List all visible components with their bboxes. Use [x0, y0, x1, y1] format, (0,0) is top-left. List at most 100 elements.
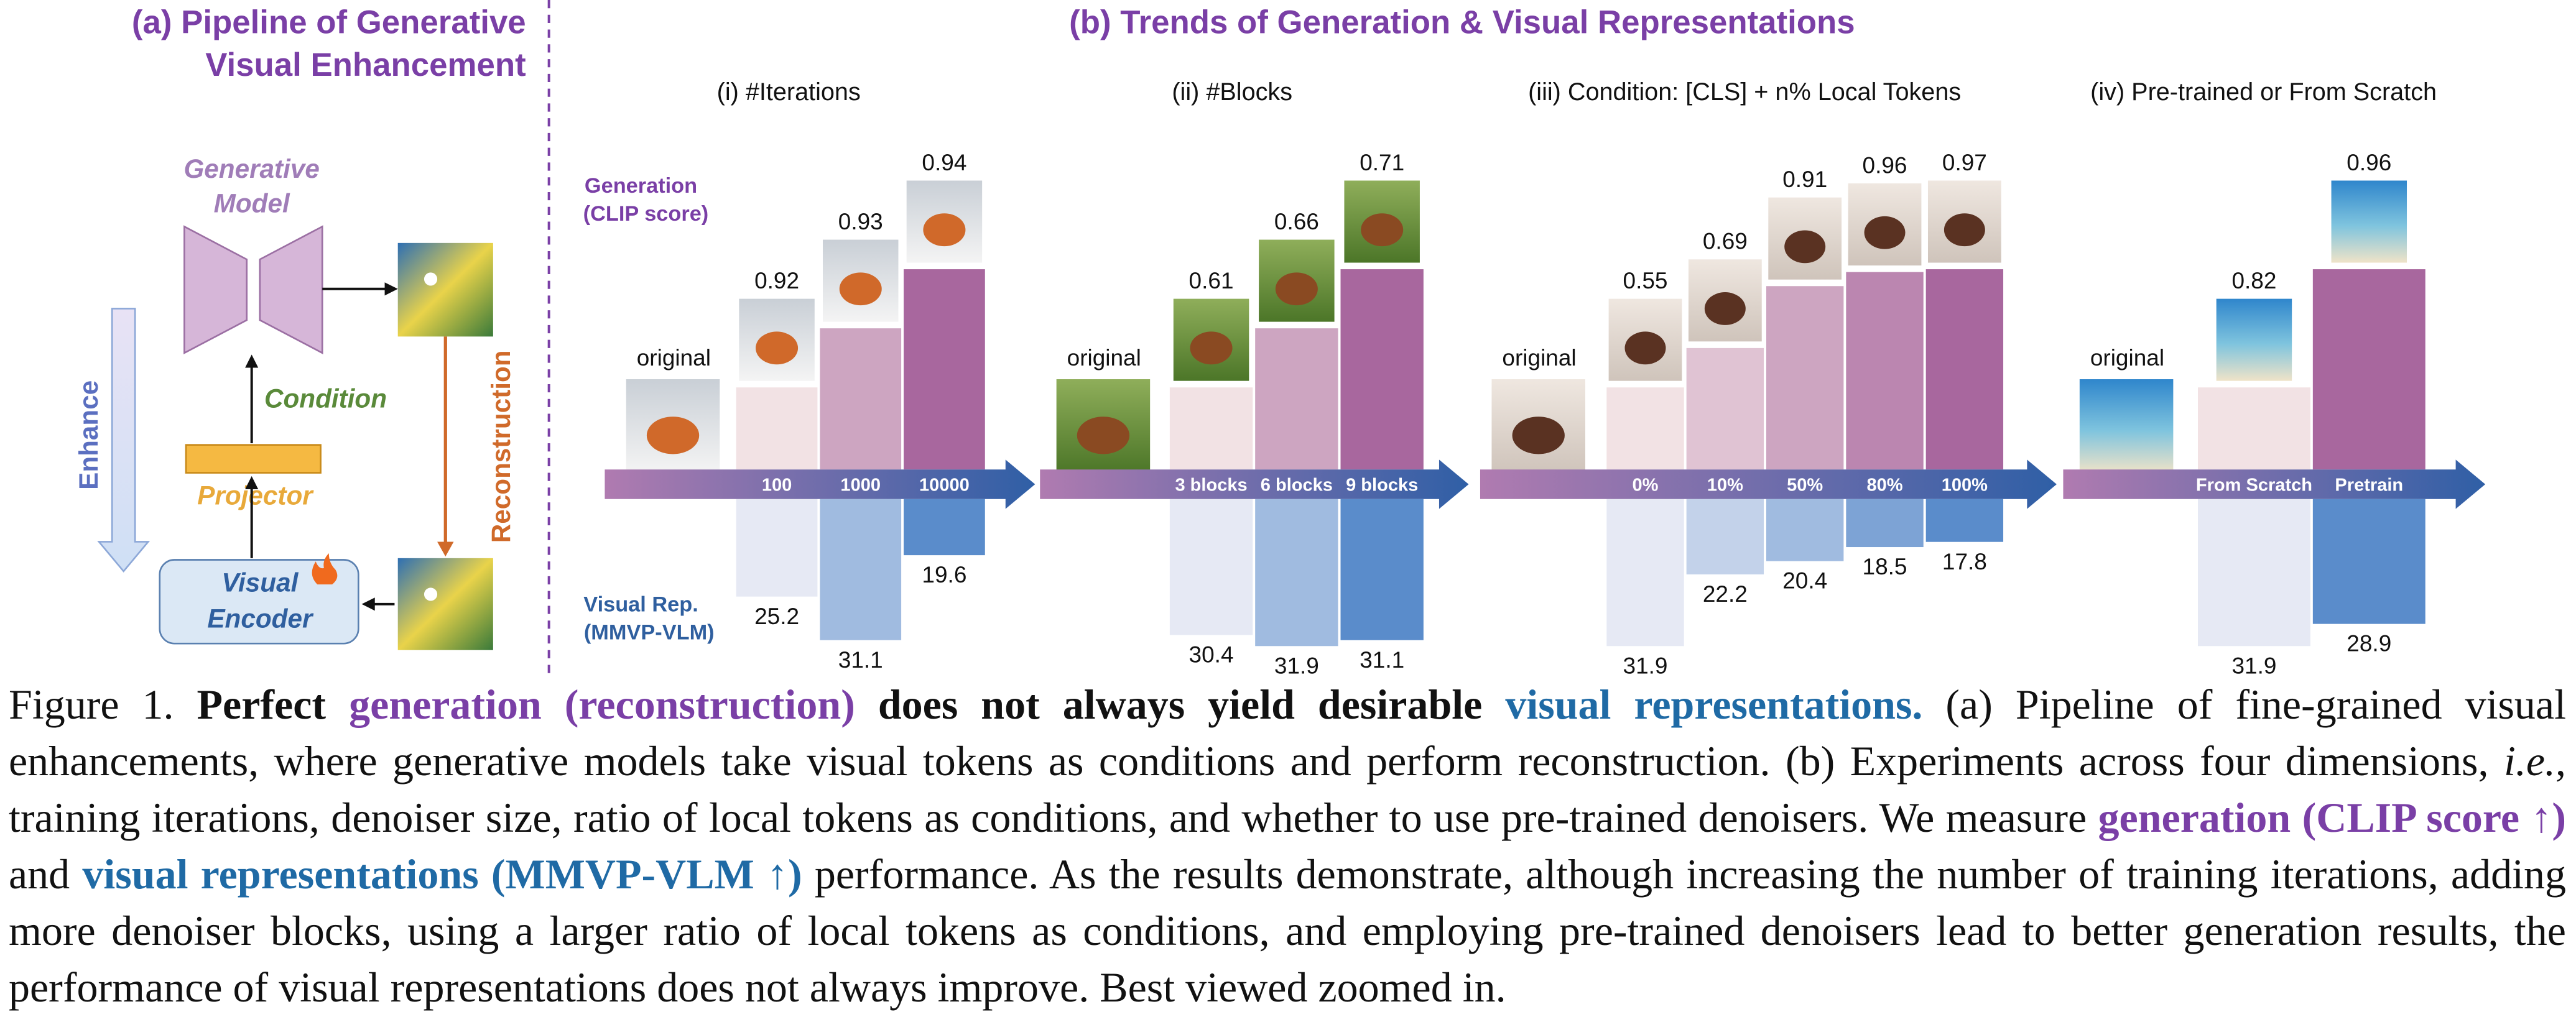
visual-bar [1169, 499, 1253, 635]
enhance-label: Enhance [74, 380, 103, 490]
visual-value: 22.2 [1703, 581, 1748, 607]
generation-value: 0.93 [838, 209, 883, 234]
generation-bar [1606, 387, 1684, 470]
generation-bar [904, 269, 985, 470]
thumbnail-subject [923, 213, 966, 247]
encoder-label: Visual [221, 568, 299, 597]
parrot-eye [424, 587, 438, 601]
thumbnail-subject [1512, 417, 1565, 454]
projector-box [185, 444, 322, 474]
category-label: 10000 [919, 475, 970, 495]
category-label: 3 blocks [1175, 475, 1247, 495]
generation-value: 0.97 [1942, 150, 1987, 175]
generation-value: 0.55 [1623, 268, 1668, 293]
caption-text: (a) Pipeline of fine-grained visual enha… [9, 681, 2566, 785]
generation-bar [1766, 286, 1844, 470]
visual-bar [1340, 499, 1424, 640]
axis-arrow [2063, 459, 2486, 509]
visual-bar [1766, 499, 1844, 561]
generation-value: 0.96 [2347, 150, 2391, 175]
category-label: 9 blocks [1346, 475, 1418, 495]
thumbnail-subject [1275, 272, 1318, 306]
generation-bar [820, 328, 902, 470]
generation-value: 0.82 [2231, 268, 2276, 293]
thumbnail [2216, 298, 2292, 381]
visual-value: 30.4 [1189, 642, 1234, 668]
category-label: 10% [1707, 475, 1743, 495]
arrow-head [245, 476, 259, 489]
category-label: 50% [1787, 475, 1823, 495]
category-label: 80% [1866, 475, 1902, 495]
visual-value: 31.1 [1360, 647, 1404, 673]
visual-label: Visual Rep. [583, 593, 698, 617]
caption-text: generation (CLIP score ↑) [2098, 794, 2566, 841]
visual-value: 19.6 [922, 562, 966, 587]
visual-bar [1255, 499, 1338, 647]
original-label: original [1067, 345, 1141, 371]
generation-value: 0.96 [1863, 152, 1907, 178]
generation-bar [1925, 269, 2004, 470]
caption-text: Perfect [197, 681, 327, 728]
generation-value: 0.69 [1703, 229, 1748, 254]
caption-text: performance. As the results demonstrate,… [9, 850, 2566, 1011]
visual-value: 31.9 [1623, 653, 1668, 676]
model-label: Generative [183, 154, 319, 183]
arrow-head [245, 354, 259, 368]
caption-text: , training iterations, denoiser size, ra… [9, 737, 2566, 841]
visual-bar [1925, 499, 2004, 542]
visual-value: 31.9 [2231, 653, 2276, 676]
thumbnail-subject [1077, 417, 1130, 454]
original-label: original [637, 345, 711, 371]
caption-text: and [9, 850, 70, 898]
category-label: 100 [762, 475, 792, 495]
panel-b-title: (b) Trends of Generation & Visual Repres… [1069, 4, 1855, 41]
visual-bar [1686, 499, 1764, 575]
arrow-head [437, 541, 454, 557]
thumbnail-subject [756, 331, 799, 365]
model-label: Model [214, 188, 290, 218]
caption: Figure 1. Perfect generation (reconstruc… [9, 676, 2566, 1018]
thumbnail-subject [839, 272, 882, 306]
thumbnail-subject [1864, 216, 1906, 249]
thumbnail [2331, 180, 2407, 263]
panel-a-title: Visual Enhancement [205, 47, 526, 83]
caption-text: Figure 1. [9, 681, 174, 728]
encoder-label: Encoder [207, 604, 314, 633]
original-label: original [1502, 345, 1576, 371]
thumbnail-subject [1784, 230, 1826, 264]
category-label: Pretrain [2335, 475, 2403, 495]
category-label: 0% [1633, 475, 1659, 495]
arrow-head [384, 282, 398, 296]
caption-text: visual representations (MMVP-VLM ↑) [82, 850, 802, 898]
caption-text: generation (reconstruction) [349, 681, 855, 728]
visual-value: 25.2 [754, 604, 799, 629]
caption-text: i.e. [2503, 737, 2556, 785]
thumbnail-subject [1704, 292, 1746, 325]
arrow-head [361, 597, 375, 611]
original-label: original [2090, 345, 2164, 371]
generation-bar [1340, 269, 1424, 470]
category-label: From Scratch [2196, 475, 2312, 495]
enhance-arrow [97, 308, 151, 573]
generation-value: 0.66 [1274, 209, 1319, 234]
generation-value: 0.91 [1782, 167, 1827, 192]
subpanel-title: (iv) Pre-trained or From Scratch [2090, 78, 2437, 106]
visual-value: 28.9 [2347, 631, 2391, 656]
caption-text: visual representations. [1505, 681, 1923, 728]
condition-label: Condition [264, 384, 387, 413]
generation-value: 0.71 [1360, 150, 1404, 175]
thumbnail [2079, 379, 2174, 473]
parrot-eye [424, 272, 438, 286]
fire-icon [312, 553, 338, 585]
reconstruction-label: Reconstruction [486, 350, 516, 543]
category-label: 6 blocks [1261, 475, 1333, 495]
visual-bar [904, 499, 985, 556]
visual-value: 17.8 [1942, 549, 1987, 574]
generation-value: 0.61 [1189, 268, 1234, 293]
generation-bar [1846, 272, 1924, 470]
visual-value: 20.4 [1782, 568, 1827, 594]
visual-value: 18.5 [1863, 554, 1907, 579]
visual-value: 31.1 [838, 647, 883, 673]
visual-label: (MMVP-VLM) [584, 620, 715, 644]
